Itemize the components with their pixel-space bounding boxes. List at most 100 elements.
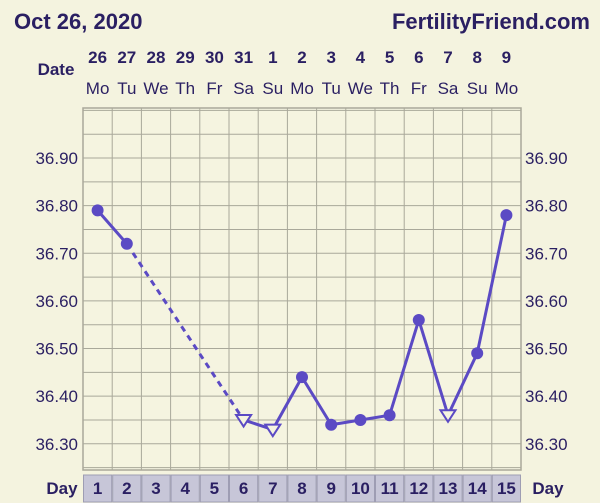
day-cell	[83, 474, 113, 503]
y-tick-label-right: 36.50	[525, 340, 568, 359]
date-number: 2	[297, 48, 306, 67]
day-number: 11	[381, 479, 399, 498]
day-number: 14	[468, 479, 487, 498]
weekday-label: Su	[262, 79, 283, 98]
date-number: 1	[268, 48, 277, 67]
weekday-label: Mo	[86, 79, 110, 98]
day-number: 7	[268, 479, 277, 498]
day-number: 10	[351, 479, 370, 498]
day-cell	[316, 474, 346, 503]
weekday-label: Th	[380, 79, 400, 98]
series-line	[300, 375, 333, 427]
y-tick-label-left: 36.70	[35, 244, 78, 263]
day-row-label-left: Day	[46, 479, 78, 498]
day-cell	[141, 474, 171, 503]
date-number: 9	[502, 48, 511, 67]
y-tick-label-right: 36.70	[525, 244, 568, 263]
day-row: 1 2 3 4 5 6 7 8 9 10 11 12 13 14 15	[83, 474, 521, 503]
temperature-point-open-triangle	[234, 414, 253, 429]
date-number: 29	[176, 48, 195, 67]
weekday-label: Fr	[411, 79, 427, 98]
weekday-label: Mo	[495, 79, 519, 98]
y-tick-label-left: 36.60	[35, 292, 78, 311]
day-number: 2	[122, 479, 131, 498]
day-number: 8	[297, 479, 306, 498]
day-cell	[229, 474, 259, 503]
weekday-label: Su	[467, 79, 488, 98]
day-number: 13	[439, 479, 458, 498]
y-tick-label-right: 36.90	[525, 149, 568, 168]
y-tick-label-right: 36.80	[525, 197, 568, 216]
temperature-point	[296, 371, 308, 384]
y-tick-label-left: 36.80	[35, 197, 78, 216]
day-cell	[462, 474, 492, 503]
temperature-point	[325, 418, 338, 431]
series-line	[417, 318, 450, 417]
y-axis-labels: 36.90 36.90 36.80 36.80 36.70 36.70 36.60 36.60…	[35, 149, 567, 454]
date-number: 27	[117, 48, 136, 67]
day-number: 1	[93, 479, 102, 498]
day-cell	[170, 474, 200, 503]
plot-frame	[82, 107, 522, 471]
date-number: 7	[443, 48, 452, 67]
date-number: 31	[234, 48, 253, 67]
temperature-point	[383, 409, 396, 422]
temperature-point-open-triangle	[263, 423, 283, 438]
day-number: 3	[151, 479, 160, 498]
temperature-point	[500, 209, 513, 222]
temperature-point	[120, 237, 133, 250]
plot-area	[83, 108, 521, 470]
temperature-point-open-triangle	[438, 409, 458, 424]
date-number: 28	[147, 48, 166, 67]
y-tick-label-left: 36.90	[35, 149, 78, 168]
date-number: 8	[472, 48, 481, 67]
weekday-label: Mo	[290, 79, 314, 98]
day-number: 12	[409, 479, 428, 498]
series-line	[388, 318, 421, 417]
date-number: 26	[88, 48, 107, 67]
y-tick-label-right: 36.40	[525, 387, 568, 406]
site-name: FertilityFriend.com	[392, 9, 590, 34]
date-number: 5	[385, 48, 394, 67]
weekday-label: Fr	[206, 79, 222, 98]
date-number: 6	[414, 48, 423, 67]
series-line	[446, 351, 479, 417]
date-number: 4	[356, 48, 366, 67]
day-number: 5	[210, 479, 219, 498]
day-number: 9	[326, 479, 335, 498]
date-row-label: Date	[38, 60, 75, 79]
day-cell	[345, 474, 375, 503]
y-tick-label-right: 36.30	[525, 435, 568, 454]
day-cell	[287, 474, 317, 503]
y-tick-label-right: 36.60	[525, 292, 568, 311]
y-tick-label-left: 36.30	[35, 435, 78, 454]
day-number: 15	[497, 479, 516, 498]
day-cell	[404, 474, 434, 503]
weekday-label: Th	[175, 79, 195, 98]
day-cell	[112, 474, 142, 503]
day-number: 6	[239, 479, 248, 498]
temperature-point	[354, 413, 367, 426]
weekday-label: We	[143, 79, 168, 98]
chart-date-title: Oct 26, 2020	[14, 9, 142, 34]
weekday-label: Tu	[322, 79, 341, 98]
date-number: 3	[326, 48, 335, 67]
temperature-point	[412, 313, 425, 326]
series-line	[271, 375, 304, 432]
weekday-label: Sa	[233, 79, 254, 98]
temperature-point	[471, 347, 484, 360]
weekday-label: Sa	[438, 79, 459, 98]
day-cell	[375, 474, 405, 503]
y-tick-label-left: 36.50	[35, 340, 78, 359]
temperature-point	[91, 204, 104, 217]
series-line	[475, 213, 508, 355]
day-cell	[258, 474, 288, 503]
temperature-series	[91, 204, 513, 438]
date-header: 26 27 28 29 30 31 1 2 3 4 5 6 7 8 9 Mo Tu We Th Fr Sa Su Mo Tu W…	[86, 48, 518, 98]
weekday-label: We	[348, 79, 373, 98]
date-number: 30	[205, 48, 224, 67]
series-line-dashed	[125, 242, 245, 421]
day-cell	[199, 474, 230, 503]
day-cell	[491, 474, 521, 503]
